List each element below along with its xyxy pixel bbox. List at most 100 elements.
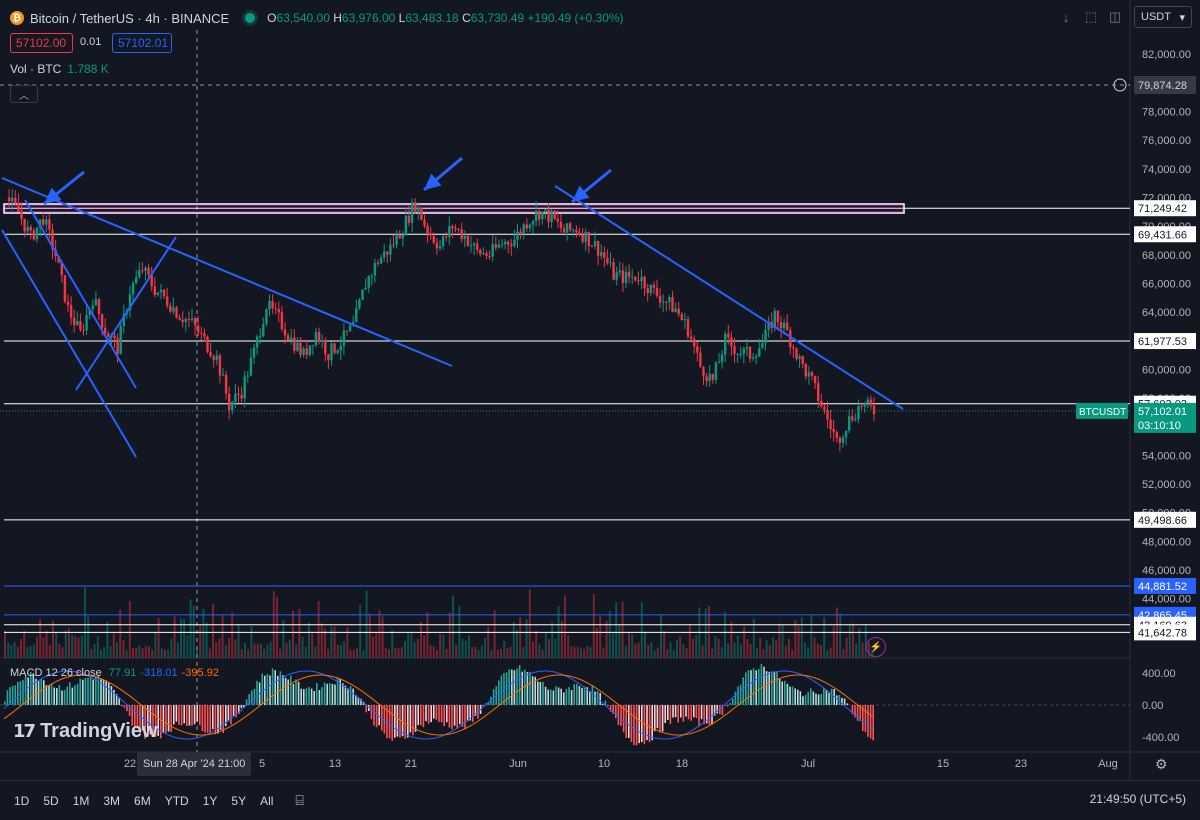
volume-bar [647,645,650,658]
volume-bar [519,617,522,658]
collapse-legend-button[interactable]: ︿ [10,85,38,103]
macd-hist-bar [180,705,183,726]
lightning-icon[interactable]: ⚡ [866,637,886,657]
candle-body [231,401,234,411]
macd-hist-bar [550,689,552,705]
candle-body [290,337,293,341]
volume-bar [839,613,842,658]
macd-hist-bar [453,705,456,726]
macd-hist-bar [323,682,326,705]
macd-hist-bar [539,681,542,705]
timeframe-ytd[interactable]: YTD [164,793,189,808]
candle-body [82,329,85,331]
calendar-range-icon[interactable]: ⌸ [295,792,304,808]
macd-hist-bar [461,705,464,727]
candle-body [531,221,535,225]
candle-body [745,347,749,349]
price-tick: 74,000.00 [1142,164,1191,176]
macd-hist-bar [209,705,211,734]
volume-bar [704,608,707,658]
screenshot-icon[interactable]: ◫ [1108,9,1122,24]
candle-body [11,197,14,202]
volume-bar [359,604,362,658]
macd-hist-bar [872,705,874,741]
macd-hist-bar [690,705,692,721]
macd-hist-bar [812,691,815,705]
macd-hist-bar [518,665,521,705]
macd-hist-bar [82,679,84,705]
candle-body [308,345,311,355]
macd-hist-bar [32,673,35,705]
volume-bar [541,649,544,658]
volume-bar [87,616,90,658]
volume-bar [682,644,685,658]
macd-hist-bar [160,705,162,739]
market-open-icon [245,13,256,23]
volume-bar [724,611,726,658]
candle-body [503,241,507,245]
candle-body [634,276,637,281]
volume-bar [663,631,666,658]
volume-bar [119,609,122,658]
timeframe-5y[interactable]: 5Y [231,793,247,808]
timeframe-3m[interactable]: 3M [103,793,121,808]
candle-body [156,292,160,295]
volume-bar [336,644,339,658]
candle-body [869,399,873,406]
candle-body [107,333,110,338]
macd-hist-bar [193,705,196,725]
candle-body [215,355,218,360]
macd-hist-bar [43,680,45,705]
volume-bar [727,643,730,658]
candle-body [271,300,274,309]
download-icon[interactable]: ↓ [1062,9,1070,25]
macd-hist-bar [76,683,79,705]
volume-bar [144,646,147,658]
time-axis[interactable]: 22 5 13 21 Jun 10 18 Jul 15 23 Aug [0,752,1130,776]
volume-bar [576,646,579,658]
candle-body [513,239,516,247]
gear-icon[interactable]: ⚙ [1155,756,1168,772]
candle-body [485,252,488,257]
timeframe-6m[interactable]: 6M [134,793,151,808]
macd-hist-bar [417,705,419,726]
candle-body [395,234,398,245]
macd-hist-bar [680,705,682,718]
price-tick: 46,000.00 [1142,565,1191,577]
macd-tick: 0.00 [1142,700,1163,712]
candle-body [234,393,237,402]
volume-bar [4,630,6,658]
macd-hist-bar [409,705,412,733]
symbol-title[interactable]: Bitcoin / TetherUS · 4h · BINANCE [30,10,230,26]
level-label: 61,977.53 [1138,336,1187,348]
timeframe-1d[interactable]: 1D [14,793,30,808]
candle-body [66,301,70,305]
clock[interactable]: 21:49:50 (UTC+5) [1089,792,1186,806]
buy-price-button[interactable]: 57102.01 [112,33,172,53]
candle-body [522,224,525,234]
price-tick: 78,000.00 [1142,107,1191,119]
timeframe-1m[interactable]: 1M [72,793,90,808]
macd-hist-bar [576,684,578,705]
currency-select[interactable]: USDT ▾ [1134,6,1192,28]
volume-bar [791,649,794,658]
timeframe-1y[interactable]: 1Y [202,793,218,808]
candle-body [460,229,463,240]
candle-body [755,356,758,358]
volume-bar [170,638,173,658]
macd-hist-bar [191,705,193,726]
volume-bar [343,641,346,658]
volume-bar [493,610,496,658]
timeframe-all[interactable]: All [260,793,274,808]
macd-hist-bar [672,705,674,718]
fullscreen-icon[interactable]: ⬚ [1084,9,1098,24]
sell-price-button[interactable]: 57102.00 [10,33,73,53]
candle-body [497,244,501,248]
macd-hist-bar [50,684,53,705]
candle-body [57,255,60,263]
macd-hist-bar [27,677,29,705]
timeframe-5d[interactable]: 5D [43,793,59,808]
candle-body [91,305,94,309]
macd-hist-bar [334,684,336,705]
